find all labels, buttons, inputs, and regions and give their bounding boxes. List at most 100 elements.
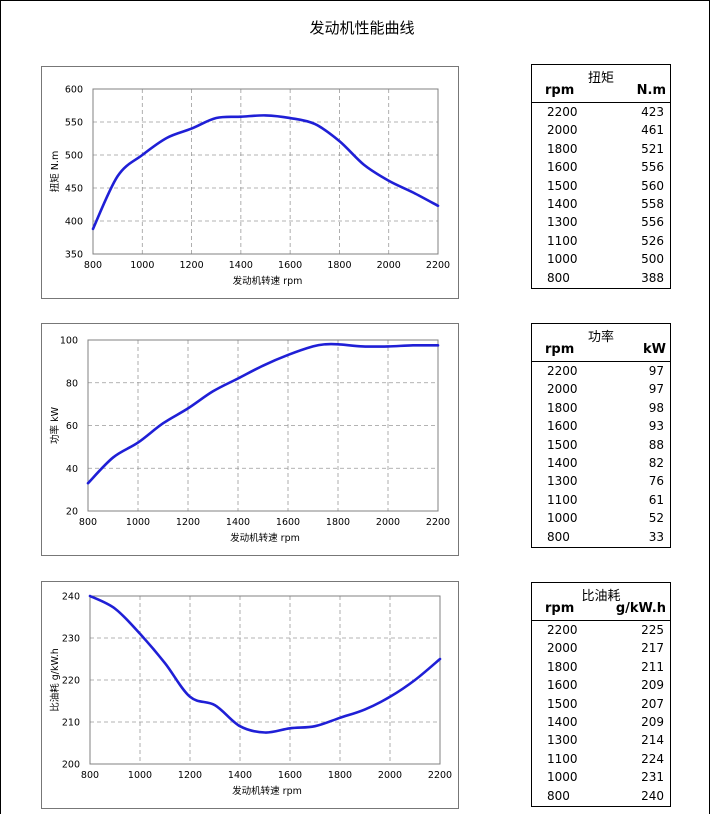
table-row: 1800 211 (532, 659, 670, 677)
cell-value: 231 (641, 770, 664, 785)
cell-rpm: 800 (547, 270, 570, 285)
x-tick-label: 1800 (328, 770, 352, 781)
x-tick-label: 1800 (326, 517, 350, 528)
cell-rpm: 2000 (547, 382, 578, 397)
y-tick-label: 220 (62, 676, 80, 687)
cell-value: 214 (641, 733, 664, 748)
page-title: 发动机性能曲线 (309, 19, 415, 37)
y-tick-label: 600 (65, 85, 83, 96)
series-line (91, 114, 440, 231)
cell-value: 33 (648, 529, 664, 544)
table-row: 1600 209 (532, 677, 670, 695)
y-tick-label: 550 (65, 118, 83, 129)
cell-value: 423 (641, 105, 664, 119)
table-row: 2000 461 (532, 122, 670, 140)
y-tick-label: 100 (60, 336, 78, 347)
cell-value: 61 (648, 492, 664, 507)
cell-value: 556 (641, 215, 664, 230)
cell-rpm: 1500 (547, 437, 578, 452)
cell-value: 558 (641, 196, 664, 211)
y-tick-label: 40 (66, 464, 78, 475)
cell-value: 93 (648, 419, 664, 434)
table-row: 2000 217 (532, 640, 670, 658)
table-title: 扭矩 (587, 71, 614, 86)
y-tick-label: 60 (66, 421, 78, 432)
cell-rpm: 1300 (547, 733, 578, 748)
cell-rpm: 1300 (547, 215, 578, 230)
cell-value: 521 (641, 141, 664, 156)
table-header: 扭矩 rpm N.m (532, 65, 670, 103)
cell-value: 240 (641, 788, 664, 803)
column-header-unit: g/kW.h (615, 601, 666, 616)
table-row: 1000 231 (532, 769, 670, 787)
cell-rpm: 1800 (547, 659, 578, 674)
plot-frame (87, 339, 439, 512)
table-row: 1000 52 (532, 510, 670, 528)
table-row: 1000 500 (532, 251, 670, 269)
cell-rpm: 1000 (547, 511, 578, 526)
series-line (86, 342, 440, 485)
table-row: 2000 97 (532, 381, 670, 399)
y-tick-label: 240 (62, 592, 80, 603)
x-tick-label: 2200 (426, 517, 450, 528)
y-tick-label: 350 (65, 250, 83, 261)
table-row: 2200 97 (532, 363, 670, 381)
x-tick-label: 1400 (226, 517, 250, 528)
column-header-unit: kW (643, 342, 666, 357)
x-tick-label: 1000 (128, 770, 152, 781)
cell-rpm: 800 (547, 529, 570, 544)
x-tick-label: 800 (81, 770, 99, 781)
y-tick-label: 80 (66, 378, 78, 389)
table-row: 1400 558 (532, 196, 670, 214)
cell-value: 207 (641, 696, 664, 711)
x-tick-label: 2000 (377, 260, 401, 271)
cell-rpm: 2000 (547, 641, 578, 656)
table-body: 2200 423 2000 461 1800 521 1600 556 1500 560 1400 5… (532, 103, 670, 288)
cell-rpm: 1600 (547, 678, 578, 693)
y-tick-label: 500 (65, 151, 83, 162)
cell-rpm: 2200 (547, 364, 578, 378)
cell-value: 209 (641, 678, 664, 693)
table-row: 1400 82 (532, 455, 670, 473)
table-row: 800 240 (532, 788, 670, 806)
power-chart: 800 1000 1200 1400 1600 1800 2000 2200 20 40 60 80 1… (49, 336, 450, 545)
table-row: 2200 225 (532, 622, 670, 640)
table-row: 800 33 (532, 529, 670, 547)
table-header: 功率 rpm kW (532, 324, 670, 362)
cell-value: 82 (648, 455, 664, 470)
cell-rpm: 2200 (547, 105, 578, 119)
table-row: 1400 209 (532, 714, 670, 732)
table-row: 1600 556 (532, 159, 670, 177)
cell-rpm: 1100 (547, 233, 578, 248)
cell-value: 88 (648, 437, 664, 452)
x-tick-label: 1800 (327, 260, 351, 271)
y-tick-label: 20 (66, 507, 78, 518)
cell-rpm: 1100 (547, 751, 578, 766)
table-body: 2200 225 2000 217 1800 211 1600 209 1500 207 1400 2… (532, 621, 670, 806)
table-row: 1300 214 (532, 732, 670, 750)
y-axis-label: 比油耗 g/kW.h (49, 648, 61, 712)
table-row: 1600 93 (532, 418, 670, 436)
table-title: 比油耗 (581, 589, 621, 604)
x-tick-label: 1200 (178, 770, 202, 781)
cell-rpm: 1400 (547, 196, 578, 211)
cell-value: 388 (641, 270, 664, 285)
table-row: 1800 98 (532, 400, 670, 418)
table-row: 1300 556 (532, 214, 670, 232)
x-tick-label: 1000 (126, 517, 150, 528)
power-table: 功率 rpm kW 2200 97 2000 97 1800 98 1600 93 1500 88… (531, 323, 671, 548)
cell-value: 224 (641, 751, 664, 766)
cell-value: 217 (641, 641, 664, 656)
x-axis-label: 发动机转速 rpm (232, 785, 302, 797)
cell-value: 556 (641, 160, 664, 175)
fuel-consumption-table: 比油耗 rpm g/kW.h 2200 225 2000 217 1800 211 1600… (531, 582, 671, 807)
table-row: 1300 76 (532, 473, 670, 491)
cell-value: 98 (648, 400, 664, 415)
x-tick-label: 1200 (176, 517, 200, 528)
table-row: 2200 423 (532, 104, 670, 122)
table-row: 1500 560 (532, 178, 670, 196)
x-tick-label: 1400 (228, 770, 252, 781)
series-line (88, 594, 442, 734)
table-row: 800 388 (532, 270, 670, 288)
